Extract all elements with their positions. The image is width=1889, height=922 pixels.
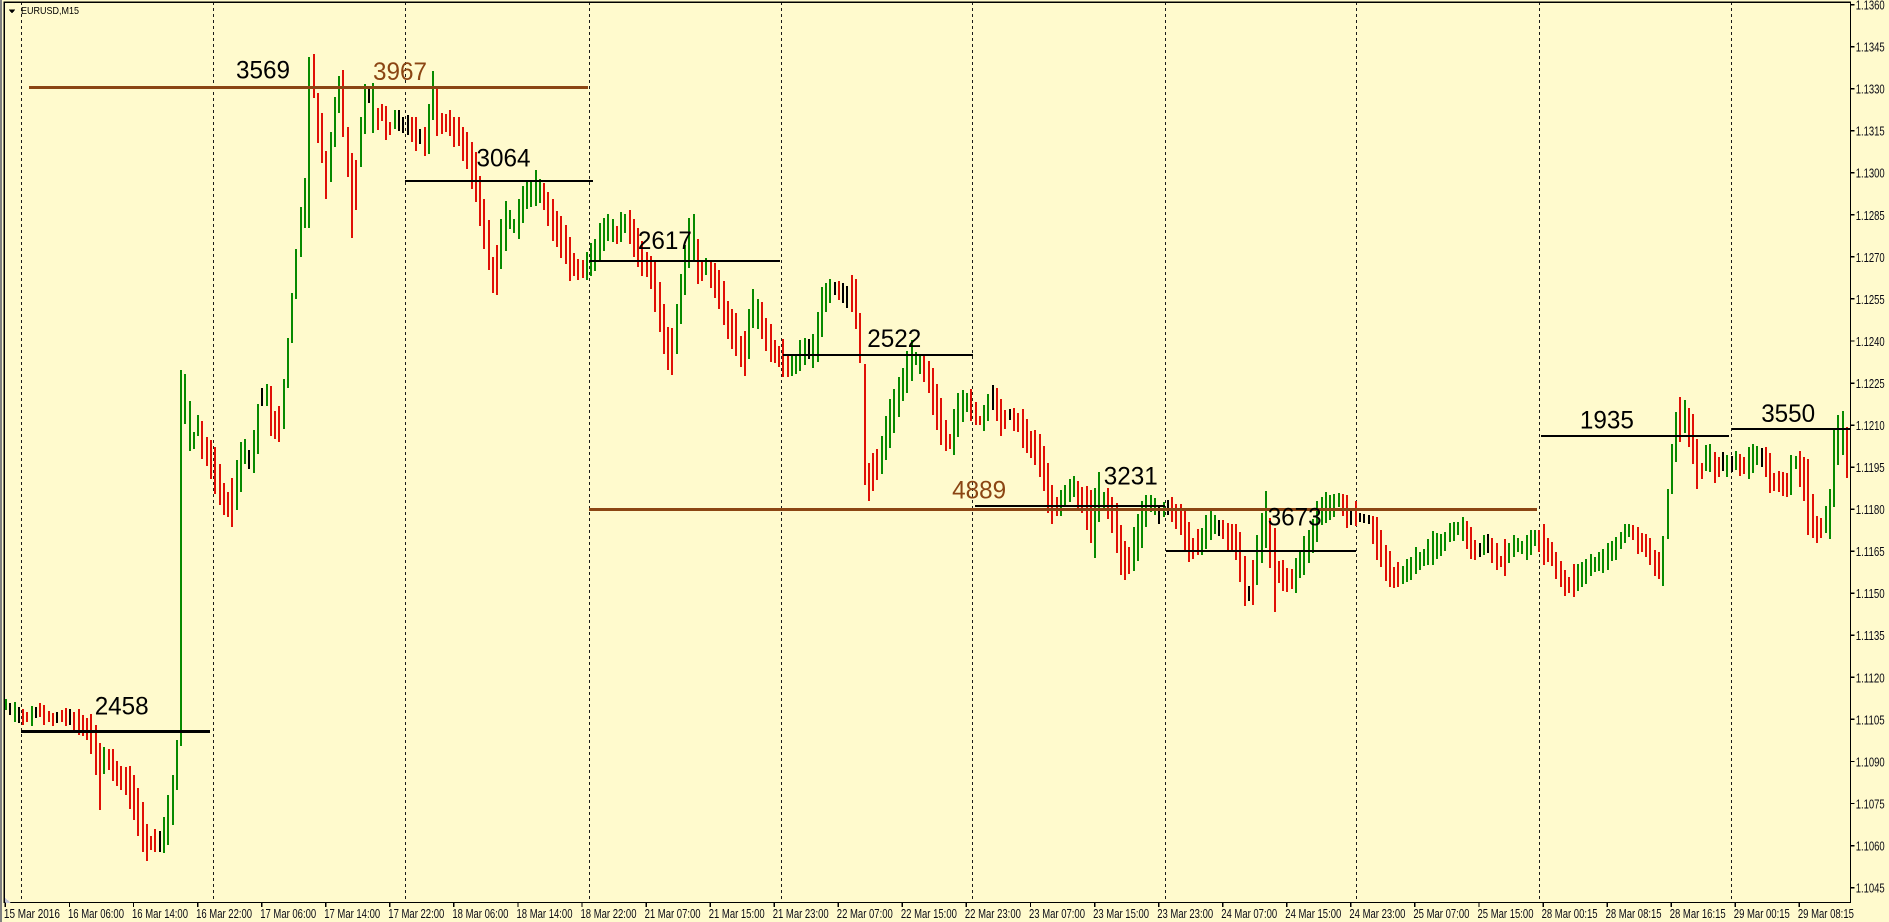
svg-text:1.1225: 1.1225 xyxy=(1856,377,1885,391)
svg-text:24 Mar 15:00: 24 Mar 15:00 xyxy=(1285,907,1341,921)
svg-text:23 Mar 15:00: 23 Mar 15:00 xyxy=(1093,907,1149,921)
svg-text:17 Mar 14:00: 17 Mar 14:00 xyxy=(324,907,380,921)
svg-text:1.1330: 1.1330 xyxy=(1856,83,1885,97)
svg-text:1.1195: 1.1195 xyxy=(1856,461,1885,475)
svg-text:1.1285: 1.1285 xyxy=(1856,209,1885,223)
svg-text:1.1345: 1.1345 xyxy=(1856,41,1885,55)
svg-text:1.1165: 1.1165 xyxy=(1856,545,1885,559)
svg-text:28 Mar 16:15: 28 Mar 16:15 xyxy=(1670,907,1726,921)
svg-text:22 Mar 23:00: 22 Mar 23:00 xyxy=(965,907,1021,921)
svg-text:3967: 3967 xyxy=(373,58,427,86)
svg-text:1.1180: 1.1180 xyxy=(1856,503,1885,517)
svg-text:23 Mar 07:00: 23 Mar 07:00 xyxy=(1029,907,1085,921)
svg-text:24 Mar 07:00: 24 Mar 07:00 xyxy=(1221,907,1277,921)
svg-text:16 Mar 06:00: 16 Mar 06:00 xyxy=(68,907,124,921)
svg-text:15 Mar 2016: 15 Mar 2016 xyxy=(4,907,60,921)
svg-text:24 Mar 23:00: 24 Mar 23:00 xyxy=(1349,907,1405,921)
svg-text:1.1210: 1.1210 xyxy=(1856,419,1885,433)
svg-text:3569: 3569 xyxy=(236,57,290,85)
svg-text:21 Mar 23:00: 21 Mar 23:00 xyxy=(773,907,829,921)
svg-text:2617: 2617 xyxy=(638,227,692,255)
svg-text:29 Mar 08:15: 29 Mar 08:15 xyxy=(1798,907,1854,921)
svg-text:3231: 3231 xyxy=(1104,463,1158,491)
svg-text:1.1060: 1.1060 xyxy=(1856,840,1885,854)
svg-text:21 Mar 15:00: 21 Mar 15:00 xyxy=(709,907,765,921)
svg-text:18 Mar 06:00: 18 Mar 06:00 xyxy=(452,907,508,921)
svg-text:1.1105: 1.1105 xyxy=(1856,713,1885,727)
svg-text:1.1315: 1.1315 xyxy=(1856,125,1885,139)
svg-text:16 Mar 14:00: 16 Mar 14:00 xyxy=(132,907,188,921)
svg-text:1935: 1935 xyxy=(1580,407,1634,435)
svg-text:1.1150: 1.1150 xyxy=(1856,587,1885,601)
svg-text:1.1120: 1.1120 xyxy=(1856,671,1885,685)
svg-text:18 Mar 14:00: 18 Mar 14:00 xyxy=(517,907,573,921)
svg-text:17 Mar 06:00: 17 Mar 06:00 xyxy=(260,907,316,921)
svg-text:2522: 2522 xyxy=(867,325,921,353)
svg-text:1.1090: 1.1090 xyxy=(1856,755,1885,769)
svg-text:18 Mar 22:00: 18 Mar 22:00 xyxy=(581,907,637,921)
svg-text:29 Mar 00:15: 29 Mar 00:15 xyxy=(1734,907,1790,921)
svg-text:17 Mar 22:00: 17 Mar 22:00 xyxy=(388,907,444,921)
svg-text:1.1240: 1.1240 xyxy=(1856,335,1885,349)
svg-text:1.1255: 1.1255 xyxy=(1856,293,1885,307)
svg-text:22 Mar 15:00: 22 Mar 15:00 xyxy=(901,907,957,921)
svg-text:3673: 3673 xyxy=(1268,504,1322,532)
svg-text:1.1360: 1.1360 xyxy=(1856,0,1885,13)
svg-text:25 Mar 07:00: 25 Mar 07:00 xyxy=(1413,907,1469,921)
svg-text:21 Mar 07:00: 21 Mar 07:00 xyxy=(645,907,701,921)
svg-text:3550: 3550 xyxy=(1761,400,1815,428)
svg-text:16 Mar 22:00: 16 Mar 22:00 xyxy=(196,907,252,921)
svg-text:1.1045: 1.1045 xyxy=(1856,882,1885,896)
svg-text:1.1075: 1.1075 xyxy=(1856,797,1885,811)
svg-text:25 Mar 15:00: 25 Mar 15:00 xyxy=(1478,907,1534,921)
svg-text:1.1300: 1.1300 xyxy=(1856,167,1885,181)
svg-text:2458: 2458 xyxy=(95,692,149,720)
svg-text:EURUSD,M15: EURUSD,M15 xyxy=(21,5,79,17)
svg-text:1.1270: 1.1270 xyxy=(1856,251,1885,265)
svg-text:28 Mar 00:15: 28 Mar 00:15 xyxy=(1542,907,1598,921)
svg-text:23 Mar 23:00: 23 Mar 23:00 xyxy=(1157,907,1213,921)
svg-text:4889: 4889 xyxy=(952,476,1006,504)
svg-text:1.1135: 1.1135 xyxy=(1856,629,1885,643)
svg-text:3064: 3064 xyxy=(477,145,531,173)
svg-text:22 Mar 07:00: 22 Mar 07:00 xyxy=(837,907,893,921)
svg-text:28 Mar 08:15: 28 Mar 08:15 xyxy=(1606,907,1662,921)
